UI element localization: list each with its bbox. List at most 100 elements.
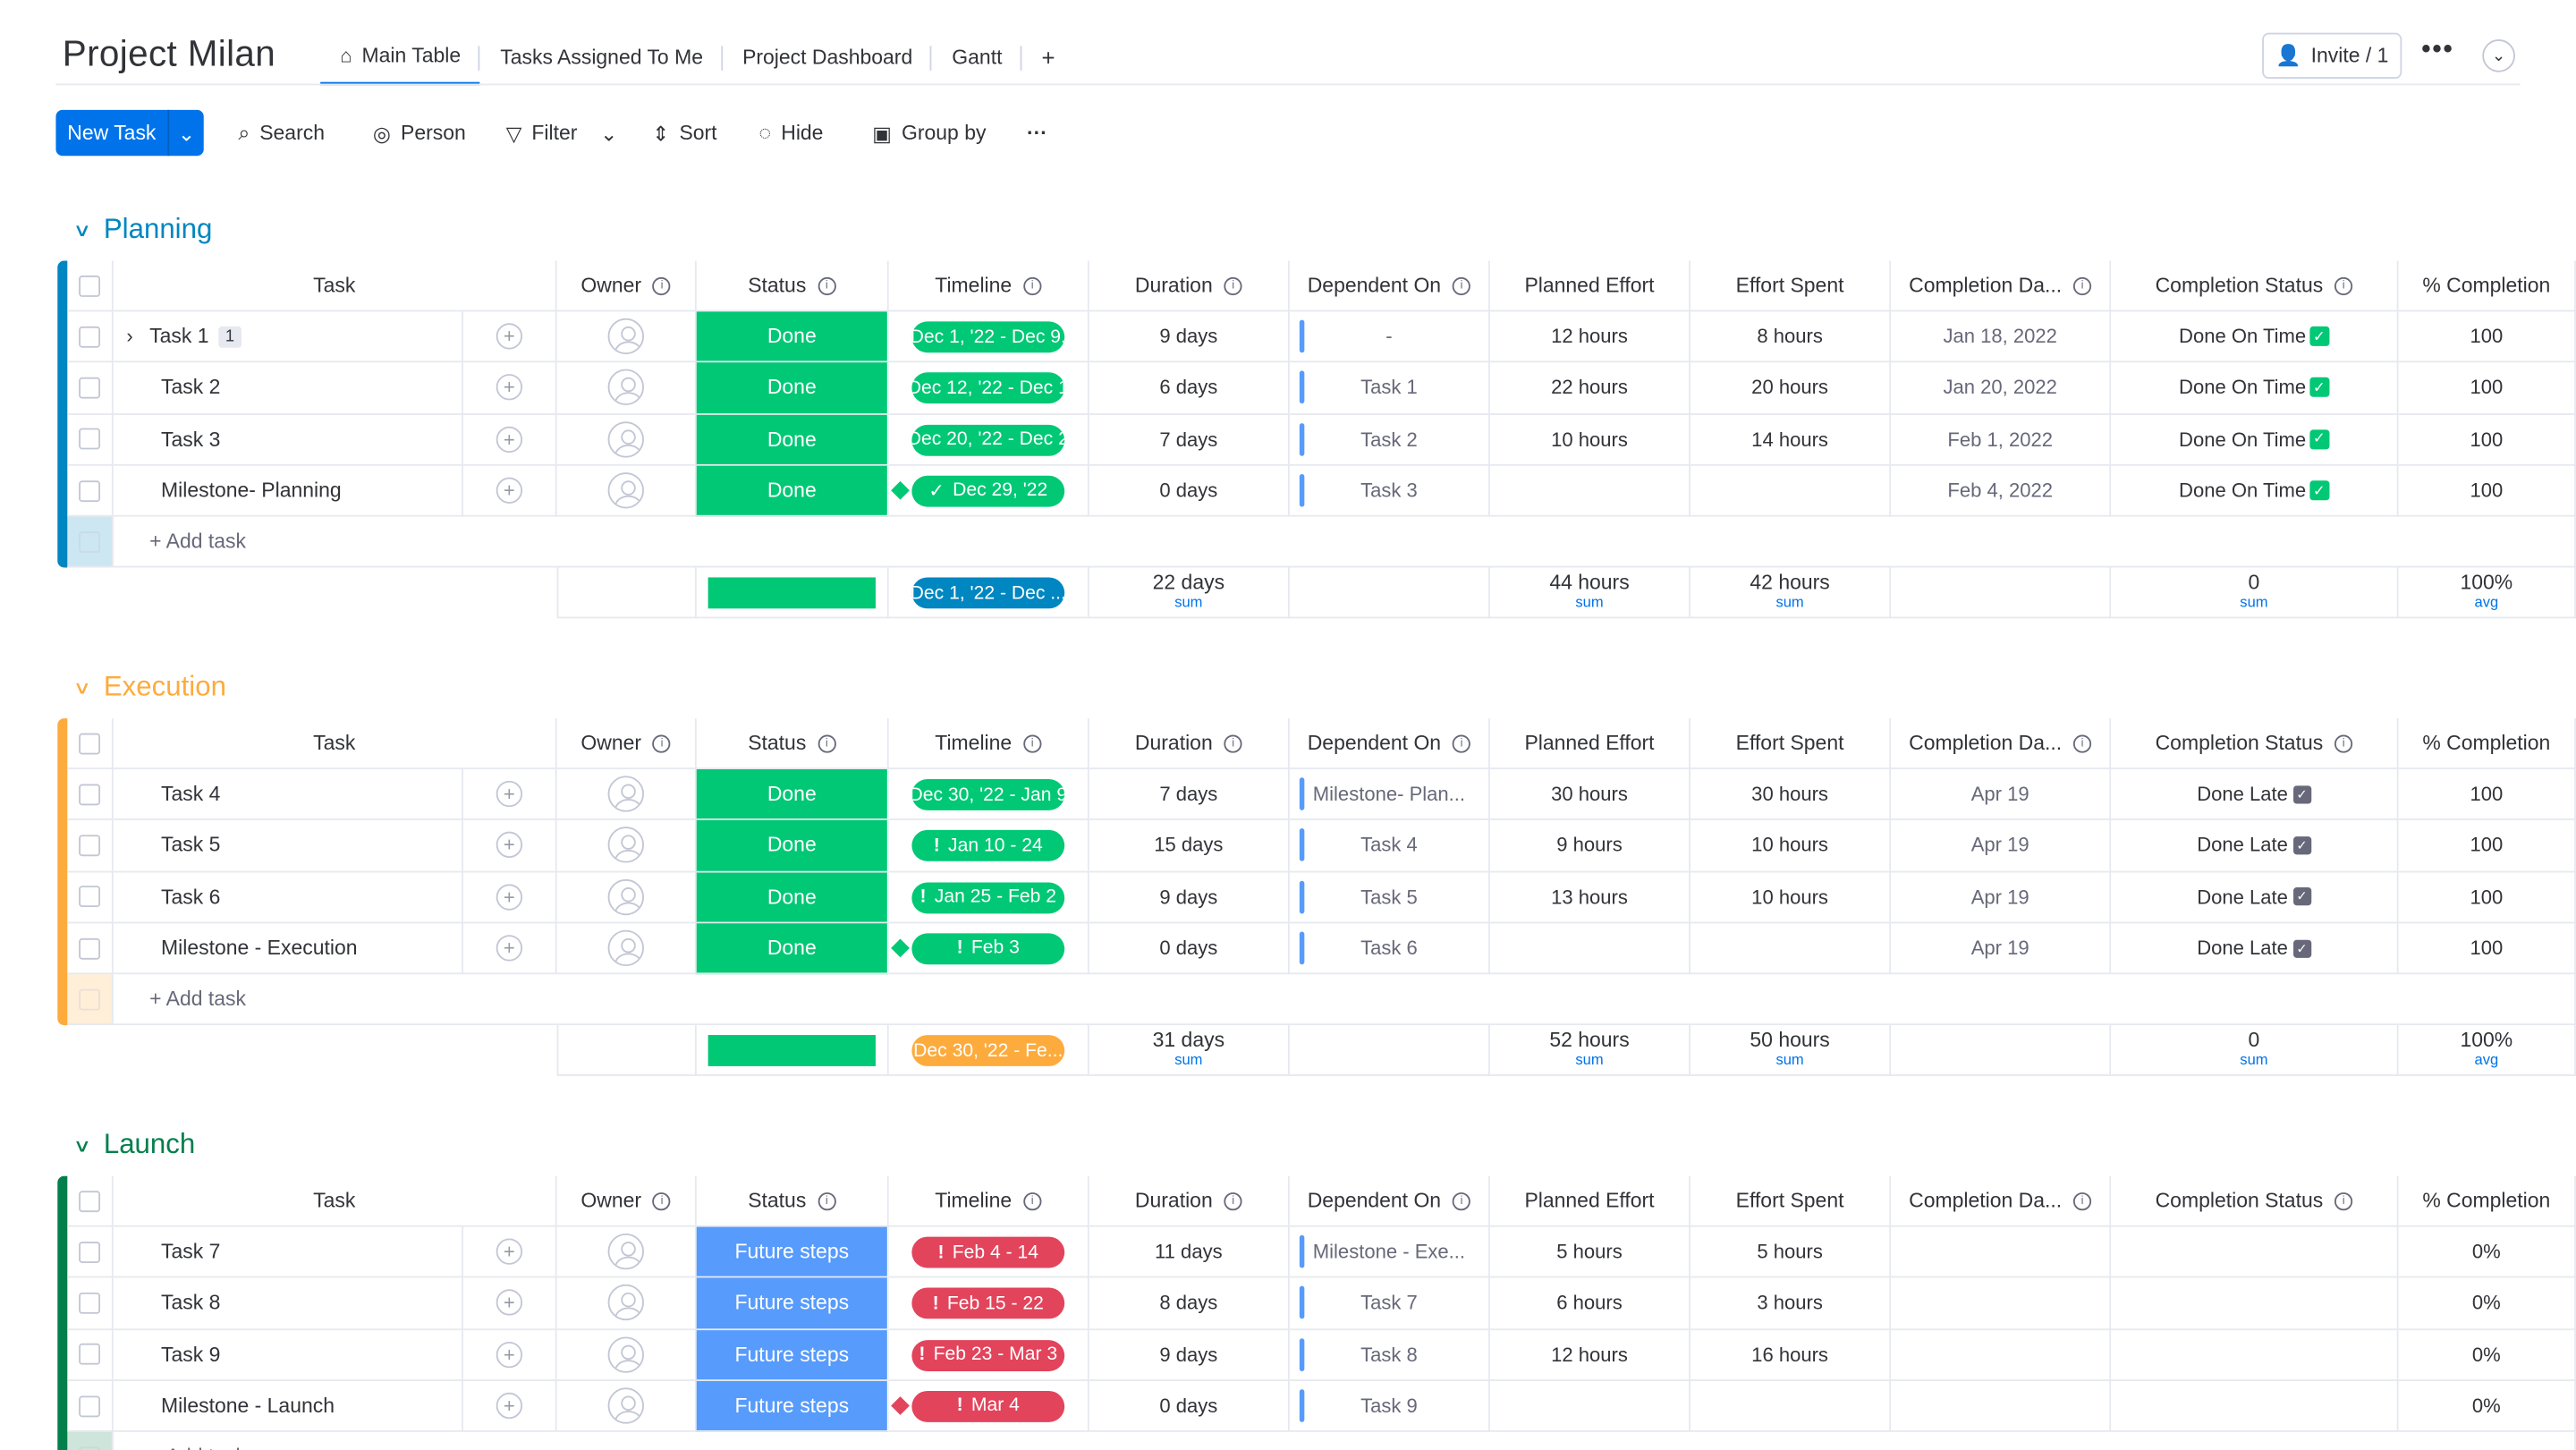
add-update-icon[interactable]: + [496,477,523,505]
group-title[interactable]: ∨ Launch [73,1129,196,1162]
chevron-down-icon[interactable]: ∨ [72,220,92,241]
tab-project-dashboard[interactable]: Project Dashboard [723,30,933,85]
add-update-cell[interactable]: + [462,820,557,872]
task-name-cell[interactable]: Task 7 [113,1226,463,1278]
timeline-pill[interactable]: ✓ Dec 29, '22 [911,475,1065,507]
status-cell[interactable]: Done [696,414,889,466]
completion-date-cell[interactable]: Jan 20, 2022 [1891,362,2112,415]
completion-status-cell[interactable]: Done On Time ✓ [2111,414,2399,466]
completion-status-cell[interactable]: Done On Time ✓ [2111,465,2399,517]
timeline-cell[interactable]: Dec 12, '22 - Dec 1 [888,362,1089,415]
dependent-on-cell[interactable]: Milestone- Plan... [1289,769,1490,821]
planned-effort-cell[interactable]: 22 hours [1489,362,1690,415]
avatar[interactable] [607,318,644,355]
avatar[interactable] [607,878,644,915]
owner-cell[interactable] [556,769,697,821]
column-header[interactable]: Duration i [1089,718,1290,770]
completion-date-cell[interactable]: Apr 19 [1891,923,2112,975]
duration-cell[interactable]: 0 days [1089,923,1290,975]
completion-percent-cell[interactable]: 100 [2398,923,2576,975]
duration-cell[interactable]: 15 days [1089,820,1290,872]
completion-status-cell[interactable] [2111,1277,2399,1330]
effort-spent-cell[interactable]: 5 hours [1690,1226,1892,1278]
checkbox[interactable] [79,783,101,805]
column-header[interactable]: Dependent On i [1289,718,1490,770]
duration-cell[interactable]: 11 days [1089,1226,1290,1278]
timeline-cell[interactable]: ! Feb 4 - 14 [888,1226,1089,1278]
column-header[interactable]: Status i [696,718,889,770]
column-header[interactable]: Timeline i [888,260,1089,312]
new-task-button[interactable]: New Task ⌄ [55,109,204,157]
add-update-icon[interactable]: + [496,935,523,962]
planned-effort-cell[interactable] [1489,923,1690,975]
timeline-pill[interactable]: ! Mar 4 [911,1390,1065,1422]
completion-percent-cell[interactable]: 0% [2398,1329,2576,1381]
column-header[interactable]: Task [113,260,557,312]
column-header[interactable]: Completion Status i [2111,260,2399,312]
effort-spent-cell[interactable] [1690,465,1892,517]
add-update-cell[interactable]: + [462,465,557,517]
completion-status-cell[interactable]: Done Late ✓ [2111,871,2399,924]
planned-effort-cell[interactable]: 30 hours [1489,769,1690,821]
checkbox[interactable] [79,937,101,959]
column-header[interactable]: Timeline i [888,718,1089,770]
column-header[interactable]: Duration i [1089,260,1290,312]
planned-effort-cell[interactable]: 10 hours [1489,414,1690,466]
task-name-cell[interactable]: Milestone- Planning [113,465,463,517]
info-icon[interactable]: i [652,1191,672,1210]
status-cell[interactable]: Done [696,923,889,975]
column-header[interactable]: Timeline i [888,1175,1089,1227]
completion-status-cell[interactable] [2111,1329,2399,1381]
add-update-cell[interactable]: + [462,311,557,363]
task-name-cell[interactable]: Task 9 [113,1329,463,1381]
add-update-cell[interactable]: + [462,769,557,821]
column-header[interactable]: Effort Spent [1690,260,1892,312]
add-update-icon[interactable]: + [496,1392,523,1420]
owner-cell[interactable] [556,311,697,363]
completion-percent-cell[interactable]: 0% [2398,1380,2576,1433]
column-header[interactable]: Effort Spent [1690,718,1892,770]
timeline-pill[interactable]: ! Feb 4 - 14 [911,1236,1065,1268]
task-name-cell[interactable]: Milestone - Execution [113,923,463,975]
effort-spent-cell[interactable] [1690,923,1892,975]
timeline-cell[interactable]: ! Jan 25 - Feb 2 [888,871,1089,924]
status-cell[interactable]: Done [696,871,889,924]
dependent-on-cell[interactable]: - [1289,311,1490,363]
dependent-on-cell[interactable]: Task 1 [1289,362,1490,415]
completion-date-cell[interactable]: Apr 19 [1891,820,2112,872]
timeline-pill[interactable]: ! Jan 25 - Feb 2 [911,881,1065,913]
timeline-cell[interactable]: ! Feb 15 - 22 [888,1277,1089,1330]
add-update-icon[interactable]: + [496,883,523,911]
info-icon[interactable]: i [1224,733,1242,752]
dependent-on-cell[interactable]: Task 6 [1289,923,1490,975]
add-update-cell[interactable]: + [462,1329,557,1381]
owner-cell[interactable] [556,1226,697,1278]
info-icon[interactable]: i [2334,276,2353,295]
avatar[interactable] [607,420,644,458]
info-icon[interactable]: i [1224,1191,1242,1210]
column-header[interactable]: Status i [696,1175,889,1227]
add-update-icon[interactable]: + [496,426,523,453]
completion-status-cell[interactable] [2111,1226,2399,1278]
checkbox[interactable] [79,479,101,502]
completion-date-cell[interactable]: Apr 19 [1891,871,2112,924]
more-options-icon[interactable]: ••• [2421,36,2454,64]
column-header[interactable]: Completion Da... i [1891,718,2112,770]
add-update-icon[interactable]: + [496,1238,523,1266]
avatar[interactable] [607,1285,644,1321]
chevron-right-icon[interactable]: › [126,325,133,349]
task-name-cell[interactable]: › Task 1 1 [113,311,463,363]
column-header[interactable]: Planned Effort [1489,718,1690,770]
chevron-down-icon[interactable]: ⌄ [167,109,203,157]
column-header[interactable]: % Completion [2398,260,2576,312]
info-icon[interactable]: i [652,276,672,295]
avatar[interactable] [607,472,644,509]
info-icon[interactable]: i [818,733,836,752]
status-cell[interactable]: Future steps [696,1277,889,1330]
timeline-cell[interactable]: ! Feb 23 - Mar 3 [888,1329,1089,1381]
completion-date-cell[interactable] [1891,1380,2112,1433]
status-cell[interactable]: Done [696,769,889,821]
add-update-icon[interactable]: + [496,832,523,859]
effort-spent-cell[interactable]: 30 hours [1690,769,1892,821]
planned-effort-cell[interactable] [1489,465,1690,517]
